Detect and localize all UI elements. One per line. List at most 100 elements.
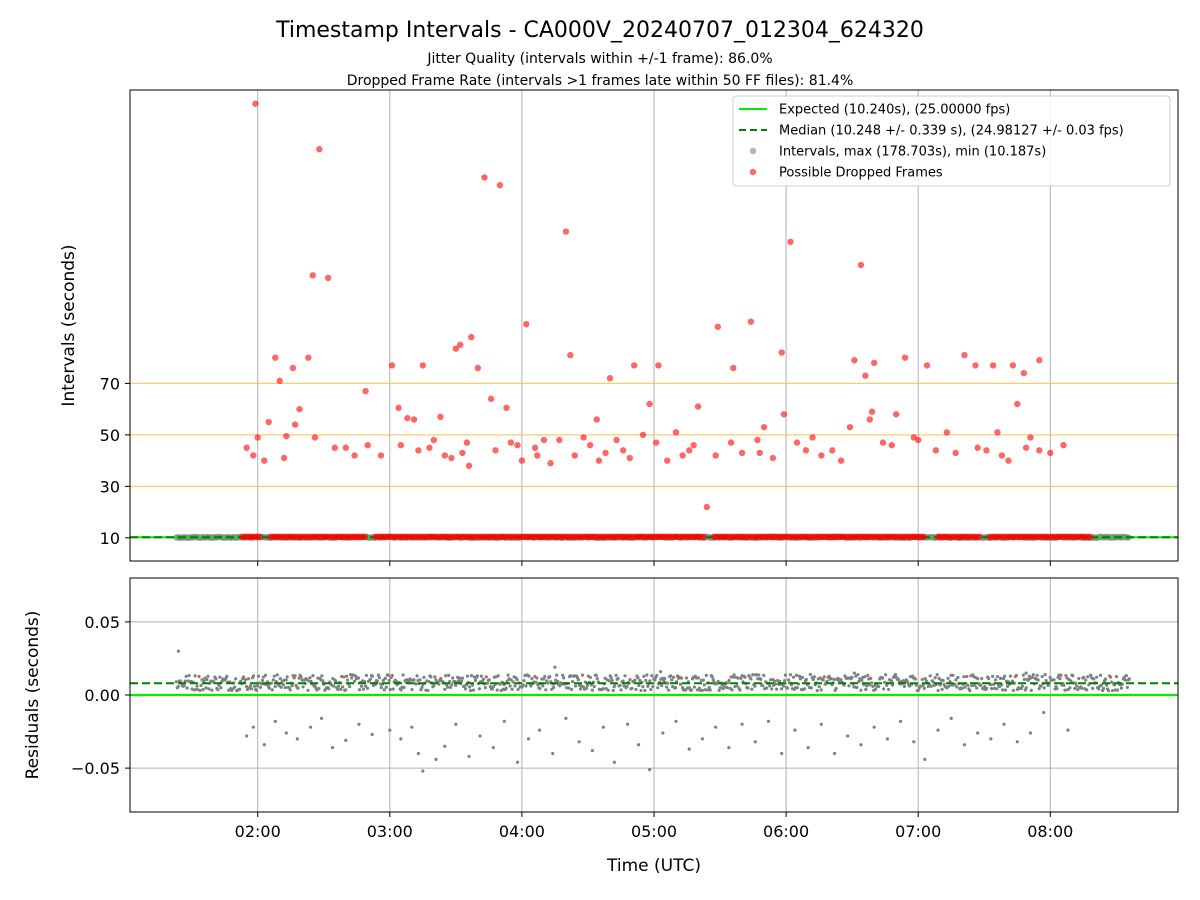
residual-point [515, 678, 519, 682]
residual-point [800, 675, 804, 679]
residual-point [255, 684, 260, 688]
residual-point [866, 673, 870, 678]
residual-point [1125, 685, 1129, 690]
residual-outlier-point [262, 743, 266, 747]
legend-dropped-swatch [749, 168, 757, 176]
dropped-frame-point [1036, 357, 1043, 364]
dropped-frame-point [613, 436, 620, 444]
residual-point [290, 684, 294, 688]
residual-point [922, 686, 926, 690]
residual-point [648, 679, 652, 683]
residual-point [773, 679, 777, 683]
dropped-frame-point [305, 354, 312, 361]
residual-point [1039, 684, 1043, 688]
dropped-frame-point [531, 444, 539, 451]
residual-outlier-point [388, 728, 392, 732]
residual-point [931, 680, 935, 684]
residual-point [469, 674, 474, 678]
dropped-frame-point [571, 452, 578, 459]
residual-point [410, 688, 414, 692]
residual-point [621, 679, 625, 683]
residual-point [288, 688, 292, 692]
residual-point [1005, 684, 1010, 688]
residual-point [812, 675, 816, 679]
residual-point [857, 679, 861, 684]
residual-point [819, 688, 823, 692]
residual-point [1084, 678, 1088, 682]
residual-point [870, 681, 874, 685]
dropped-frame-point [769, 454, 777, 462]
residual-point [765, 686, 769, 690]
residual-point [1114, 674, 1119, 679]
residual-point [914, 683, 918, 687]
residual-point [1059, 673, 1063, 677]
residual-point [214, 677, 218, 681]
residual-point [781, 684, 786, 688]
residual-point [946, 676, 950, 680]
dropped-frame-point [562, 228, 570, 235]
dropped-frame-point [1087, 533, 1094, 541]
residual-outlier-point [491, 746, 495, 750]
residual-point [357, 688, 362, 692]
residual-point [673, 685, 678, 690]
residual-point [570, 679, 575, 684]
residual-point [1106, 688, 1111, 693]
dropped-frame-point [586, 441, 594, 449]
residual-point [448, 679, 452, 684]
residual-point [293, 674, 297, 678]
residual-point [623, 674, 627, 678]
residual-point [718, 686, 722, 690]
dropped-frame-point [747, 318, 755, 325]
residual-point [612, 685, 616, 689]
residual-point [634, 687, 638, 691]
residual-point [256, 674, 261, 678]
dropped-frame-point [664, 457, 671, 464]
dropped-frame-point [923, 362, 931, 369]
residual-point [320, 674, 324, 678]
residual-point [732, 673, 736, 677]
dropped-frame-point [1009, 362, 1017, 369]
residual-point [356, 676, 361, 680]
residual-point [968, 688, 972, 693]
residual-outlier-point [687, 747, 691, 751]
dropped-frame-point [243, 444, 250, 451]
residual-point [306, 688, 310, 692]
residual-point [225, 674, 229, 678]
residual-point [1119, 686, 1124, 690]
residual-point [210, 688, 214, 692]
residual-point [414, 682, 418, 686]
residual-point [193, 674, 197, 678]
residual-point [1011, 688, 1016, 693]
residual-point [768, 684, 772, 688]
residual-outlier-point [885, 737, 889, 741]
residual-point [759, 677, 763, 681]
residual-point [791, 675, 796, 679]
dropped-frame-point [892, 411, 900, 418]
residual-point [296, 686, 300, 690]
residual-point [269, 681, 273, 685]
residual-point [994, 687, 999, 691]
residual-point [860, 678, 864, 682]
residual-point [595, 677, 599, 681]
residual-point [341, 685, 345, 689]
dropped-frame-point [457, 341, 464, 349]
residual-point [696, 676, 700, 680]
residual-outlier-point [330, 746, 335, 750]
residual-point [1064, 673, 1068, 678]
residual-point [1101, 686, 1106, 691]
dropped-frame-point [272, 354, 279, 361]
dropped-frame-point [465, 462, 473, 469]
residual-point [342, 675, 346, 679]
residual-point [642, 674, 646, 679]
dropped-frame-point [837, 457, 845, 464]
residual-point [730, 688, 734, 692]
residual-outlier-point [344, 738, 348, 742]
residual-point [975, 686, 979, 690]
residual-point [349, 676, 354, 680]
intervals-y-tick-label: 70 [100, 374, 120, 393]
residual-point [601, 687, 605, 691]
residual-point [973, 683, 977, 688]
residual-point [822, 675, 826, 679]
residual-point [609, 676, 613, 680]
residual-outlier-point [806, 746, 810, 750]
